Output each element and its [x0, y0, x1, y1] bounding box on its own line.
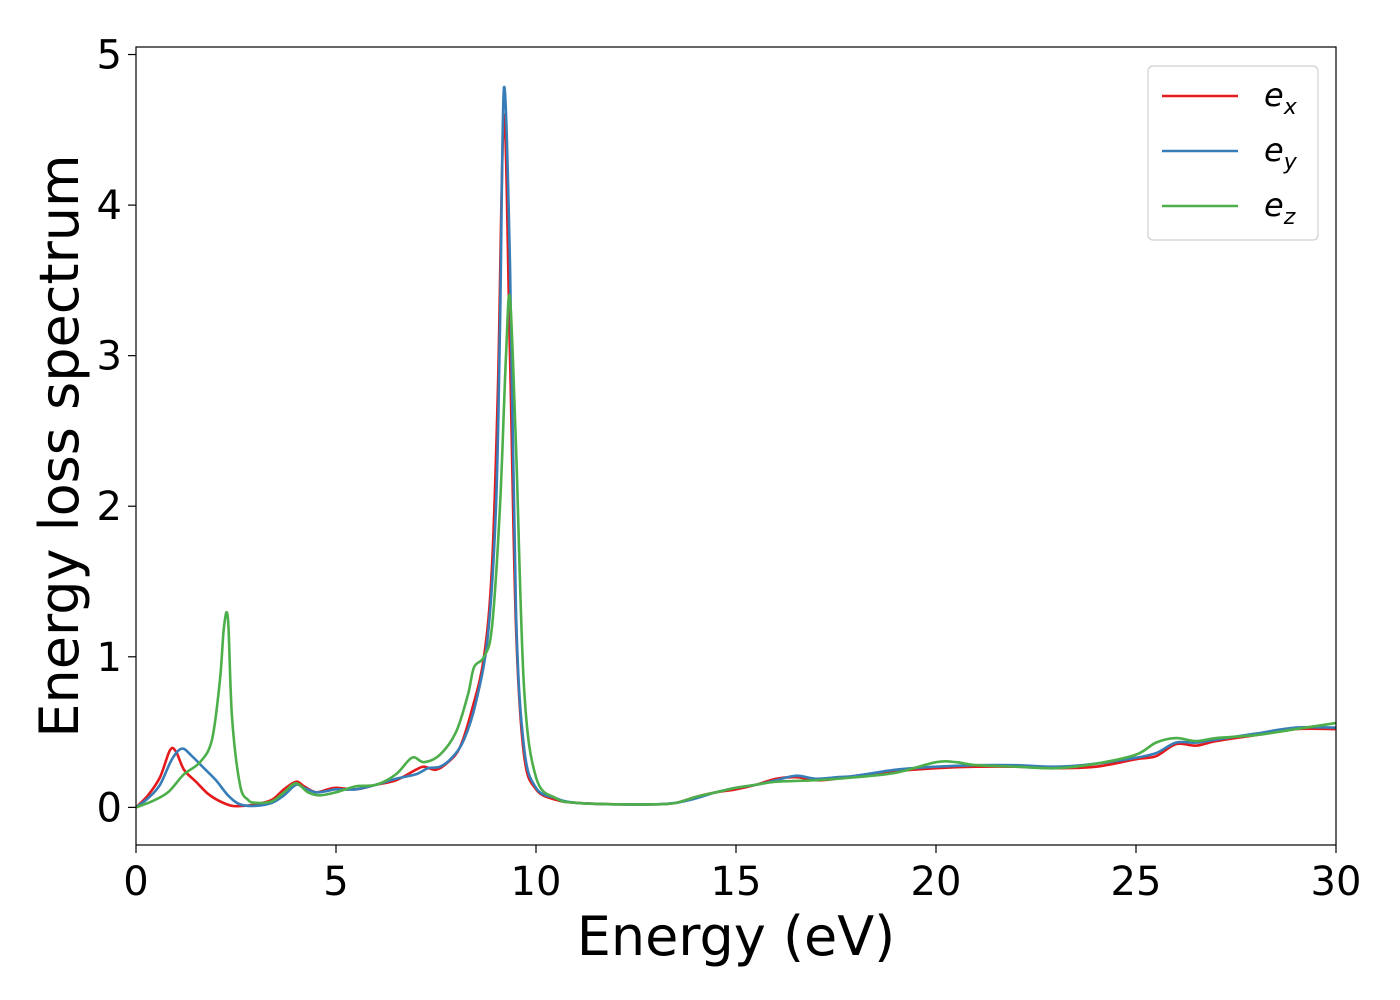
y-tick-label: 2 — [97, 484, 122, 530]
y-axis-label: Energy loss spectrum — [28, 154, 91, 737]
y-tick-label: 1 — [97, 635, 122, 681]
legend: ex ey ez — [1147, 65, 1319, 241]
legend-label-z: ez — [1264, 186, 1296, 230]
y-tick-label: 5 — [97, 33, 122, 79]
series-line-x — [136, 113, 1336, 809]
x-tick-label: 0 — [123, 859, 148, 905]
legend-box — [1147, 65, 1319, 241]
series-lines — [136, 85, 1336, 809]
series-line-z — [136, 293, 1336, 809]
y-tick-label: 4 — [97, 183, 122, 229]
x-tick-label: 15 — [711, 859, 762, 905]
x-axis-ticks: 0 5 10 15 20 25 30 — [123, 845, 1361, 905]
y-tick-label: 0 — [97, 785, 122, 831]
x-tick-label: 30 — [1311, 859, 1362, 905]
y-tick-label: 3 — [97, 334, 122, 380]
legend-label-x: ex — [1264, 76, 1298, 120]
legend-label-y: ey — [1264, 131, 1298, 175]
x-tick-label: 25 — [1111, 859, 1162, 905]
x-axis-label: Energy (eV) — [577, 905, 896, 968]
x-tick-label: 10 — [511, 859, 562, 905]
x-tick-label: 20 — [911, 859, 962, 905]
x-tick-label: 5 — [323, 859, 348, 905]
y-axis-ticks: 0 1 2 3 4 5 — [97, 33, 136, 831]
